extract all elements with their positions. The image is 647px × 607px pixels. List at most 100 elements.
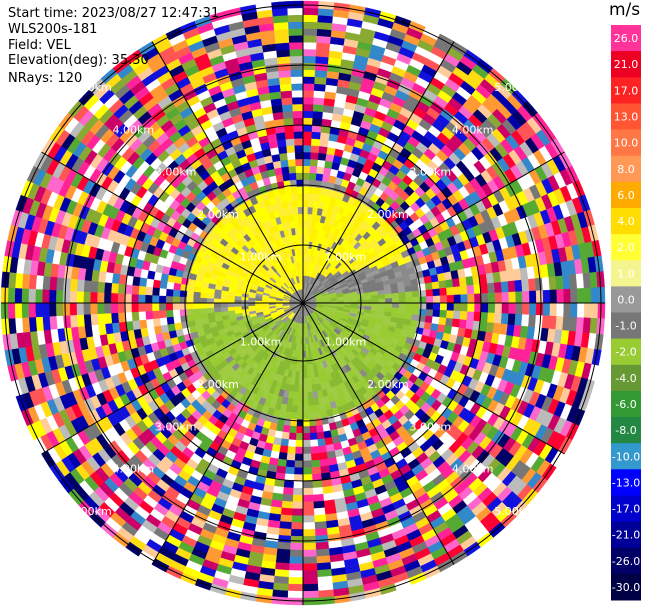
velocity-bin (535, 302, 544, 316)
velocity-bin (55, 289, 64, 304)
velocity-bin (316, 166, 325, 175)
velocity-bin (206, 297, 215, 304)
velocity-bin (312, 487, 324, 496)
velocity-bin (49, 315, 58, 330)
velocity-bin (289, 549, 304, 558)
velocity-bin (568, 316, 578, 332)
velocity-bin (193, 291, 201, 298)
velocity-bin (281, 431, 290, 440)
velocity-bin (438, 317, 447, 326)
velocity-bin (568, 274, 578, 290)
velocity-bin (234, 299, 242, 304)
velocity-bin (302, 138, 312, 146)
velocity-bin (35, 302, 43, 318)
velocity-bin (412, 302, 420, 310)
velocity-bin (234, 305, 242, 311)
velocity-bin (319, 465, 331, 474)
velocity-bin (405, 297, 414, 304)
velocity-bin (302, 117, 313, 126)
velocity-bin (487, 292, 496, 304)
velocity-bin (291, 515, 304, 523)
velocity-bin (152, 317, 161, 327)
velocity-bin (528, 314, 537, 328)
velocity-bin (302, 549, 317, 558)
velocity-bin (186, 296, 194, 304)
velocity-bin (207, 312, 216, 319)
velocity-bin (432, 295, 441, 304)
velocity-bin (302, 570, 318, 578)
velocity-bin (307, 206, 314, 215)
velocity-bin (117, 302, 126, 313)
velocity-bin (426, 302, 434, 311)
velocity-bin (319, 138, 330, 148)
velocity-bin (286, 446, 296, 455)
velocity-bin (316, 568, 332, 578)
velocity-bin (309, 432, 318, 441)
velocity-bin (306, 377, 312, 386)
velocity-bin (590, 302, 599, 319)
velocity-bin (302, 371, 308, 379)
velocity-bin (293, 467, 304, 475)
velocity-bin (302, 89, 315, 98)
velocity-bin (583, 302, 592, 319)
velocity-bin (309, 158, 319, 167)
velocity-bin (312, 397, 320, 406)
velocity-bin (302, 522, 316, 530)
velocity-bin (465, 319, 474, 331)
velocity-bin (302, 144, 312, 153)
velocity-bin (272, 582, 289, 592)
velocity-bin (582, 272, 592, 289)
velocity-bin (521, 314, 530, 327)
velocity-bin (582, 317, 592, 334)
velocity-bin (302, 391, 309, 400)
velocity-bin (302, 556, 317, 565)
velocity-bin (312, 110, 324, 119)
velocity-bin (445, 317, 454, 327)
velocity-bin (317, 589, 335, 598)
velocity-bin (290, 535, 304, 544)
velocity-bin (285, 459, 295, 468)
velocity-bin (151, 310, 160, 320)
velocity-bin (276, 541, 291, 551)
velocity-bin (431, 281, 440, 290)
velocity-bin (302, 55, 317, 64)
velocity-bin (302, 405, 309, 414)
velocity-bin (42, 275, 51, 290)
velocity-bin (317, 438, 326, 447)
velocity-bin (458, 319, 468, 330)
velocity-bin (302, 192, 309, 201)
velocity-bin (8, 271, 17, 289)
velocity-bin (521, 279, 530, 292)
velocity-bin (220, 298, 228, 304)
velocity-bin (288, 576, 304, 585)
velocity-bin (480, 302, 489, 313)
velocity-bin (548, 276, 557, 291)
velocity-bin (192, 297, 201, 304)
velocity-bin (110, 292, 119, 304)
velocity-bin (302, 172, 311, 180)
velocity-bin (317, 575, 333, 585)
velocity-bin (110, 312, 119, 324)
velocity-bin (313, 90, 326, 99)
velocity-bin (314, 528, 328, 537)
velocity-bin (314, 534, 329, 544)
velocity-bin (302, 501, 315, 510)
velocity-bin (96, 291, 105, 304)
velocity-bin (589, 271, 598, 289)
velocity-bin (452, 310, 461, 320)
velocity-bin (549, 289, 558, 304)
velocity-bin (55, 276, 65, 291)
velocity-bin (279, 514, 293, 523)
velocity-bin (313, 83, 327, 92)
velocity-bin (312, 103, 325, 113)
velocity-bin (316, 555, 331, 564)
velocity-bin (302, 460, 312, 468)
velocity-bin (460, 294, 468, 304)
velocity-bin (302, 576, 318, 585)
velocity-bin (132, 275, 141, 287)
velocity-bin (206, 307, 215, 314)
velocity-bin (515, 302, 523, 315)
velocity-bin (151, 286, 160, 296)
velocity-bin (432, 288, 441, 297)
velocity-bin (312, 480, 323, 489)
